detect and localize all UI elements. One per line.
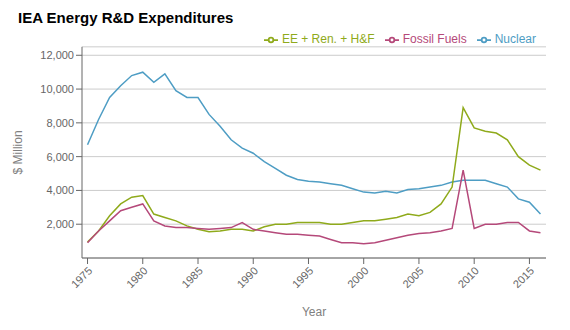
- svg-text:1995: 1995: [290, 264, 316, 290]
- svg-text:12,000: 12,000: [40, 49, 74, 61]
- svg-text:$ Million: $ Million: [11, 130, 25, 174]
- svg-text:2000: 2000: [345, 264, 371, 290]
- svg-text:1975: 1975: [69, 264, 95, 290]
- svg-text:6,000: 6,000: [46, 151, 74, 163]
- svg-text:Year: Year: [302, 305, 326, 319]
- svg-text:8,000: 8,000: [46, 117, 74, 129]
- svg-text:1990: 1990: [234, 264, 260, 290]
- svg-text:1985: 1985: [179, 264, 205, 290]
- svg-text:2010: 2010: [455, 264, 481, 290]
- svg-text:2,000: 2,000: [46, 218, 74, 230]
- svg-text:10,000: 10,000: [40, 83, 74, 95]
- html-text:Fossil Fuels: Fossil Fuels: [402, 32, 467, 46]
- html-text:IEA Energy R&D Expenditures: IEA Energy R&D Expenditures: [18, 9, 234, 26]
- html-text:Nuclear: Nuclear: [494, 32, 536, 46]
- svg-text:1980: 1980: [124, 264, 150, 290]
- svg-text:2005: 2005: [400, 264, 426, 290]
- html-text:EE + Ren. + H&F: EE + Ren. + H&F: [281, 32, 375, 46]
- svg-text:4,000: 4,000: [46, 184, 74, 196]
- svg-text:2015: 2015: [511, 264, 537, 290]
